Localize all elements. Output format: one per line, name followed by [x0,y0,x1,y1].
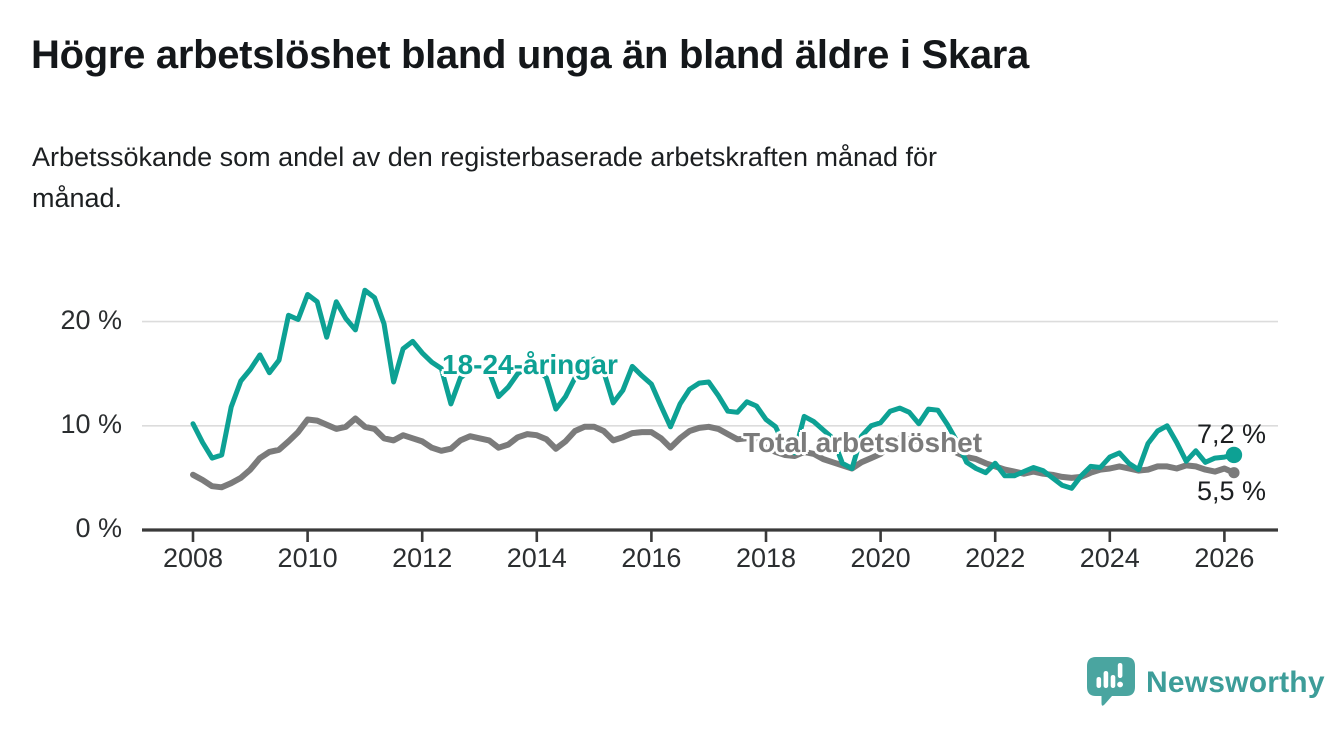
x-axis-label: 2020 [850,543,911,573]
x-axis-label: 2022 [965,543,1026,573]
x-axis-label: 2024 [1079,543,1140,573]
youth-line [190,287,1237,491]
x-axis-label: 2018 [735,543,797,573]
logo-brand-text: Newsworthy [1146,666,1325,699]
total-end-value-label: 5,5 % [1197,476,1267,506]
y-axis-label: 0 % [75,513,122,543]
page-title: Högre arbetslöshet bland unga än bland ä… [31,33,1029,77]
logo-bubble-icon [1087,657,1135,706]
bar-chart-exclamation-glyph [1096,663,1123,688]
youth-end-dot [1225,446,1243,464]
total-line [190,415,1237,491]
youth-end-value-label: 7,2 % [1197,419,1267,449]
newsworthy-logo: Newsworthy [1086,656,1325,710]
x-axis-label: 2016 [621,543,682,573]
x-axis-label: 2008 [162,543,224,573]
y-axis-label: 20 % [60,304,122,335]
total-end-dot [1228,467,1240,479]
page-subtitle: Arbetssökande som andel av den registerb… [32,142,938,213]
y-axis-label: 10 % [60,408,122,439]
youth-series-label: 18-24-åringar [442,349,618,380]
x-axis-label: 2010 [277,543,338,573]
x-axis-label: 2012 [392,543,453,573]
total-series-label: Total arbetslöshet [743,427,983,458]
x-axis-label: 2026 [1194,543,1255,573]
x-axis-label: 2014 [506,543,567,573]
